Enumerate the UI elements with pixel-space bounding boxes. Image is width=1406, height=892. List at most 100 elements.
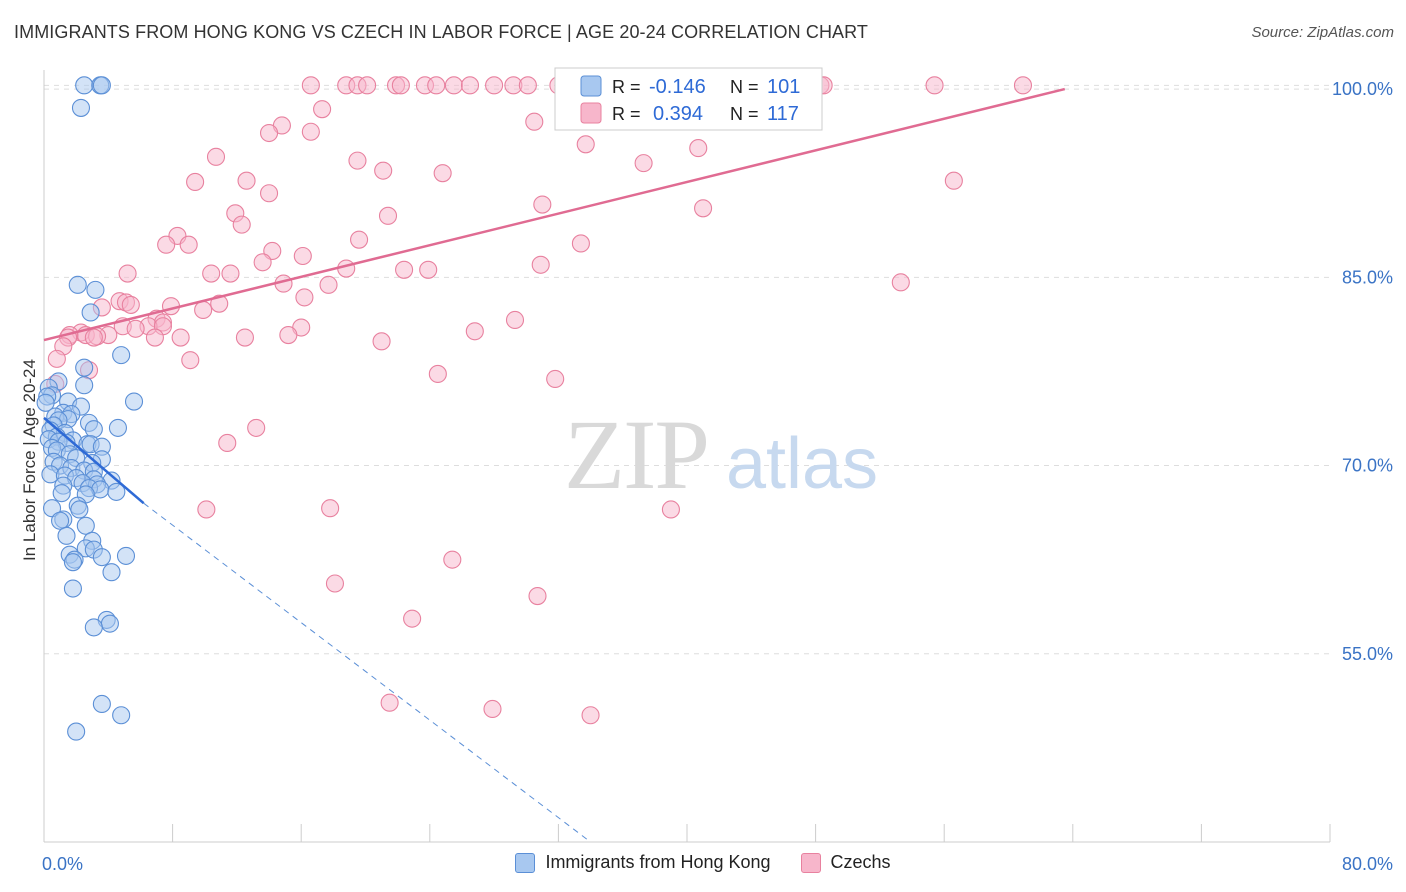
- legend-swatch-hong-kong-bottom: [515, 852, 536, 873]
- hong-kong-point-14: [124, 392, 144, 411]
- czechs-point-103: [197, 500, 216, 519]
- chart-title: IMMIGRANTS FROM HONG KONG VS CZECH IN LA…: [14, 22, 869, 42]
- legend-n-value-1: 101: [767, 76, 800, 98]
- czechs-point-60: [202, 264, 221, 283]
- hong-kong-point-59: [52, 484, 71, 503]
- czechs-point-35: [634, 154, 653, 173]
- czechs-point-107: [443, 550, 462, 569]
- hong-kong-point-79: [100, 614, 119, 633]
- hong-kong-point-73: [92, 548, 111, 567]
- hong-kong-point-4: [68, 275, 87, 294]
- hong-kong-point-67: [57, 526, 76, 545]
- czechs-point-7: [427, 76, 446, 95]
- czechs-point-112: [581, 706, 600, 725]
- legend-label-czechs: Czechs: [830, 852, 891, 872]
- czechs-point-57: [395, 260, 414, 279]
- legend-r-value-2: 0.394: [653, 103, 703, 125]
- hong-kong-point-25: [108, 418, 127, 437]
- legend-item-czechs[interactable]: Czechs: [800, 852, 891, 873]
- czechs-point-48: [350, 230, 369, 249]
- czechs-point-63: [319, 275, 338, 294]
- czechs-point-26: [313, 100, 332, 119]
- czechs-point-10: [485, 76, 504, 95]
- czechs-point-50: [157, 235, 176, 254]
- legend-swatch-hong-kong: [580, 75, 602, 97]
- czechs-point-95: [47, 349, 66, 368]
- hong-kong-point-82: [112, 706, 131, 725]
- legend-item-hong-kong[interactable]: Immigrants from Hong Kong: [515, 852, 771, 873]
- y-tick-label-85: 85.0%: [1342, 267, 1393, 287]
- czechs-point-12: [518, 76, 537, 95]
- czechs-point-98: [428, 364, 447, 383]
- legend-swatch-czechs: [580, 102, 602, 124]
- y-tick-label-70: 70.0%: [1342, 456, 1393, 476]
- czechs-point-38: [944, 171, 963, 190]
- hong-kong-point-65: [51, 511, 70, 530]
- x-tick-label-80: 80.0%: [1342, 854, 1393, 874]
- hong-kong-point-26: [84, 420, 103, 439]
- czechs-point-51: [571, 234, 590, 253]
- czechs-point-3: [358, 76, 377, 95]
- czechs-point-96: [181, 351, 200, 370]
- czechs-point-59: [118, 264, 137, 283]
- hong-kong-trend-extension: [143, 502, 591, 843]
- czechs-point-45: [378, 206, 398, 225]
- hong-kong-point-7: [112, 346, 131, 365]
- czechs-point-37: [433, 164, 452, 183]
- source-label: Source: ZipAtlas.com: [1251, 24, 1394, 41]
- czechs-point-9: [460, 76, 480, 95]
- czechs-point-99: [546, 369, 565, 389]
- hong-kong-point-8: [75, 358, 94, 377]
- czechs-points: [46, 76, 1033, 725]
- czechs-point-111: [483, 699, 502, 719]
- czechs-point-88: [145, 328, 164, 347]
- czechs-point-55: [531, 255, 550, 274]
- czechs-point-58: [419, 260, 438, 279]
- czechs-point-42: [533, 195, 552, 214]
- czechs-point-110: [380, 693, 399, 712]
- hong-kong-point-77: [63, 579, 82, 598]
- czechs-point-49: [179, 235, 198, 254]
- czechs-point-69: [210, 294, 229, 313]
- hong-kong-point-83: [67, 722, 86, 741]
- czechs-point-101: [247, 418, 266, 437]
- czechs-point-80: [126, 319, 145, 338]
- hong-kong-point-81: [92, 694, 111, 714]
- czechs-point-102: [218, 433, 237, 453]
- czechs-point-46: [232, 215, 251, 234]
- czechs-point-54: [253, 253, 272, 272]
- czechs-point-68: [121, 295, 140, 314]
- bottom-legend: Immigrants from Hong Kong Czechs: [0, 852, 1406, 873]
- trend-lines: [43, 87, 1066, 843]
- czechs-point-64: [891, 273, 910, 292]
- hong-kong-point-75: [63, 553, 82, 572]
- czechs-point-108: [528, 587, 547, 606]
- czechs-point-92: [372, 332, 391, 351]
- hong-kong-point-63: [70, 500, 89, 519]
- legend-box: R = -0.146 N = 101 R = 0.394 N = 117: [554, 67, 823, 131]
- hong-kong-point-58: [107, 482, 126, 501]
- czechs-point-41: [259, 184, 279, 203]
- czechs-point-56: [337, 259, 356, 278]
- legend-n-label-1: N =: [730, 77, 759, 97]
- legend-label-hong-kong: Immigrants from Hong Kong: [545, 852, 771, 872]
- legend-r-value-1: -0.146: [649, 76, 706, 98]
- czechs-trend-line: [43, 87, 1066, 342]
- legend-n-label-2: N =: [730, 104, 759, 124]
- czechs-point-36: [374, 161, 393, 180]
- hong-kong-point-0: [75, 76, 94, 95]
- czechs-point-30: [301, 122, 320, 141]
- watermark-atlas: atlas: [726, 424, 878, 504]
- czechs-point-90: [235, 328, 254, 347]
- hong-kong-point-10: [75, 376, 94, 395]
- czechs-point-106: [325, 574, 345, 593]
- hong-kong-point-2: [92, 76, 111, 95]
- czechs-point-33: [206, 147, 226, 166]
- hong-kong-point-6: [81, 303, 100, 322]
- czechs-point-65: [295, 288, 314, 307]
- hong-kong-point-80: [84, 618, 103, 637]
- legend-r-label-2: R =: [612, 104, 641, 124]
- hong-kong-point-66: [76, 516, 95, 535]
- legend-swatch-czechs-bottom: [800, 852, 821, 873]
- czechs-point-91: [279, 325, 298, 345]
